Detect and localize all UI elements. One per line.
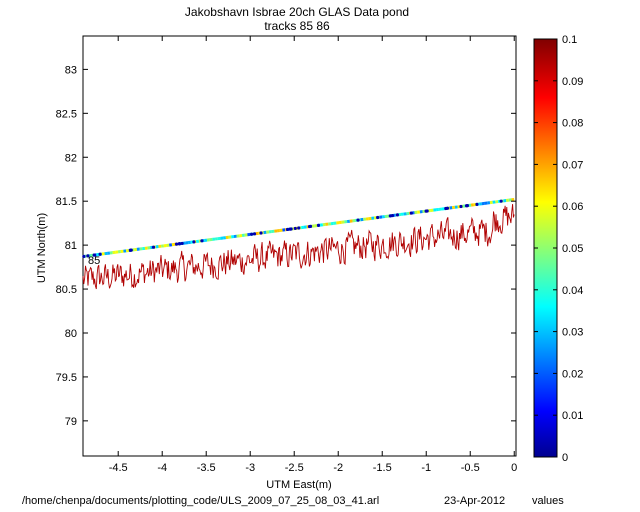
- track-point: [316, 223, 321, 227]
- x-tick-label: -4.5: [109, 462, 128, 474]
- colorbar-tick-label: 0.01: [562, 410, 583, 422]
- noise-series: [82, 204, 515, 290]
- x-axis-label: UTM East(m): [266, 479, 331, 491]
- track-point: [297, 226, 301, 230]
- x-tick-label: -3: [245, 462, 255, 474]
- track-point: [177, 242, 181, 246]
- colorbar-tick-label: 0.03: [562, 327, 583, 339]
- y-tick-label: 81.5: [56, 196, 77, 208]
- colorbar-tick-label: 0.08: [562, 118, 583, 130]
- track-point: [151, 245, 156, 249]
- y-tick-label: 81: [65, 240, 77, 252]
- colorbar-tick-label: 0.07: [562, 159, 583, 171]
- track-point: [252, 232, 257, 236]
- track-point: [174, 242, 179, 246]
- x-tick-label: -4: [157, 462, 167, 474]
- colorbar-tick-label: 0.05: [562, 243, 583, 255]
- y-tick-label: 80.5: [56, 284, 77, 296]
- track-point: [356, 218, 360, 222]
- track-point: [180, 241, 184, 246]
- colorbar-tick-label: 0.1: [562, 34, 577, 46]
- track-point: [86, 254, 90, 258]
- track-point: [465, 204, 470, 208]
- x-tick-label: -1.5: [373, 462, 392, 474]
- track-point: [376, 215, 380, 220]
- x-tick-label: -0.5: [461, 462, 480, 474]
- colorbar-ticks: 0 0.01 0.02 0.03 0.04 0.05 0.06 0.07 0.08 0.09 0.1: [534, 34, 583, 464]
- track-point: [409, 211, 413, 215]
- y-tick-label: 80: [65, 328, 77, 340]
- noise-line: [82, 204, 515, 290]
- colorbar-tick-label: 0.04: [562, 285, 583, 297]
- footer-path: /home/chenpa/documents/plotting_code/ULS…: [22, 495, 379, 507]
- track-point: [395, 213, 400, 217]
- track-point: [289, 227, 293, 231]
- track-point: [192, 240, 196, 244]
- track-point: [388, 214, 392, 218]
- track-point: [425, 209, 429, 213]
- x-axis-ticks: -4.5 -4 -3.5 -3 -2.5 -2 -1.5 -1 -0.5 0: [109, 36, 517, 474]
- footer-values-label: values: [532, 495, 564, 507]
- track-label: 85: [88, 255, 100, 267]
- y-tick-label: 79: [65, 416, 77, 428]
- x-tick-label: -2: [333, 462, 343, 474]
- chart-title: Jakobshavn Isbrae 20ch GLAS Data pond: [185, 5, 409, 19]
- footer-date: 23-Apr-2012: [444, 495, 505, 507]
- track-point: [499, 199, 503, 203]
- track-point: [459, 204, 463, 209]
- track-point: [475, 202, 479, 206]
- chart-subtitle: tracks 85 86: [264, 19, 330, 33]
- y-axis-label: UTM North(m): [36, 213, 48, 283]
- x-tick-label: 0: [511, 462, 517, 474]
- x-tick-label: -2.5: [285, 462, 304, 474]
- track-series: [82, 197, 515, 259]
- colorbar-tick-label: 0: [562, 452, 568, 464]
- track-point: [98, 252, 102, 256]
- track-point: [249, 232, 254, 236]
- colorbar-tick-label: 0.02: [562, 368, 583, 380]
- track-point: [285, 227, 290, 232]
- track-point: [445, 206, 450, 210]
- y-axis-ticks: 79 79.5 80 80.5 81 81.5 82 82.5 83: [56, 64, 516, 428]
- track-point: [92, 253, 96, 257]
- y-tick-label: 82.5: [56, 108, 77, 120]
- track-point: [82, 254, 86, 259]
- track-point: [259, 231, 263, 235]
- colorbar-tick-label: 0.09: [562, 76, 583, 88]
- y-tick-label: 79.5: [56, 372, 77, 384]
- track-point: [200, 239, 204, 243]
- colorbar-tick-label: 0.06: [562, 201, 583, 213]
- plot-area: [82, 35, 517, 457]
- x-tick-label: -1: [421, 462, 431, 474]
- track-point: [293, 226, 297, 231]
- y-tick-label: 83: [65, 64, 77, 76]
- y-tick-label: 82: [65, 152, 77, 164]
- track-point: [128, 248, 133, 252]
- track-point: [307, 224, 312, 229]
- x-tick-label: -3.5: [197, 462, 216, 474]
